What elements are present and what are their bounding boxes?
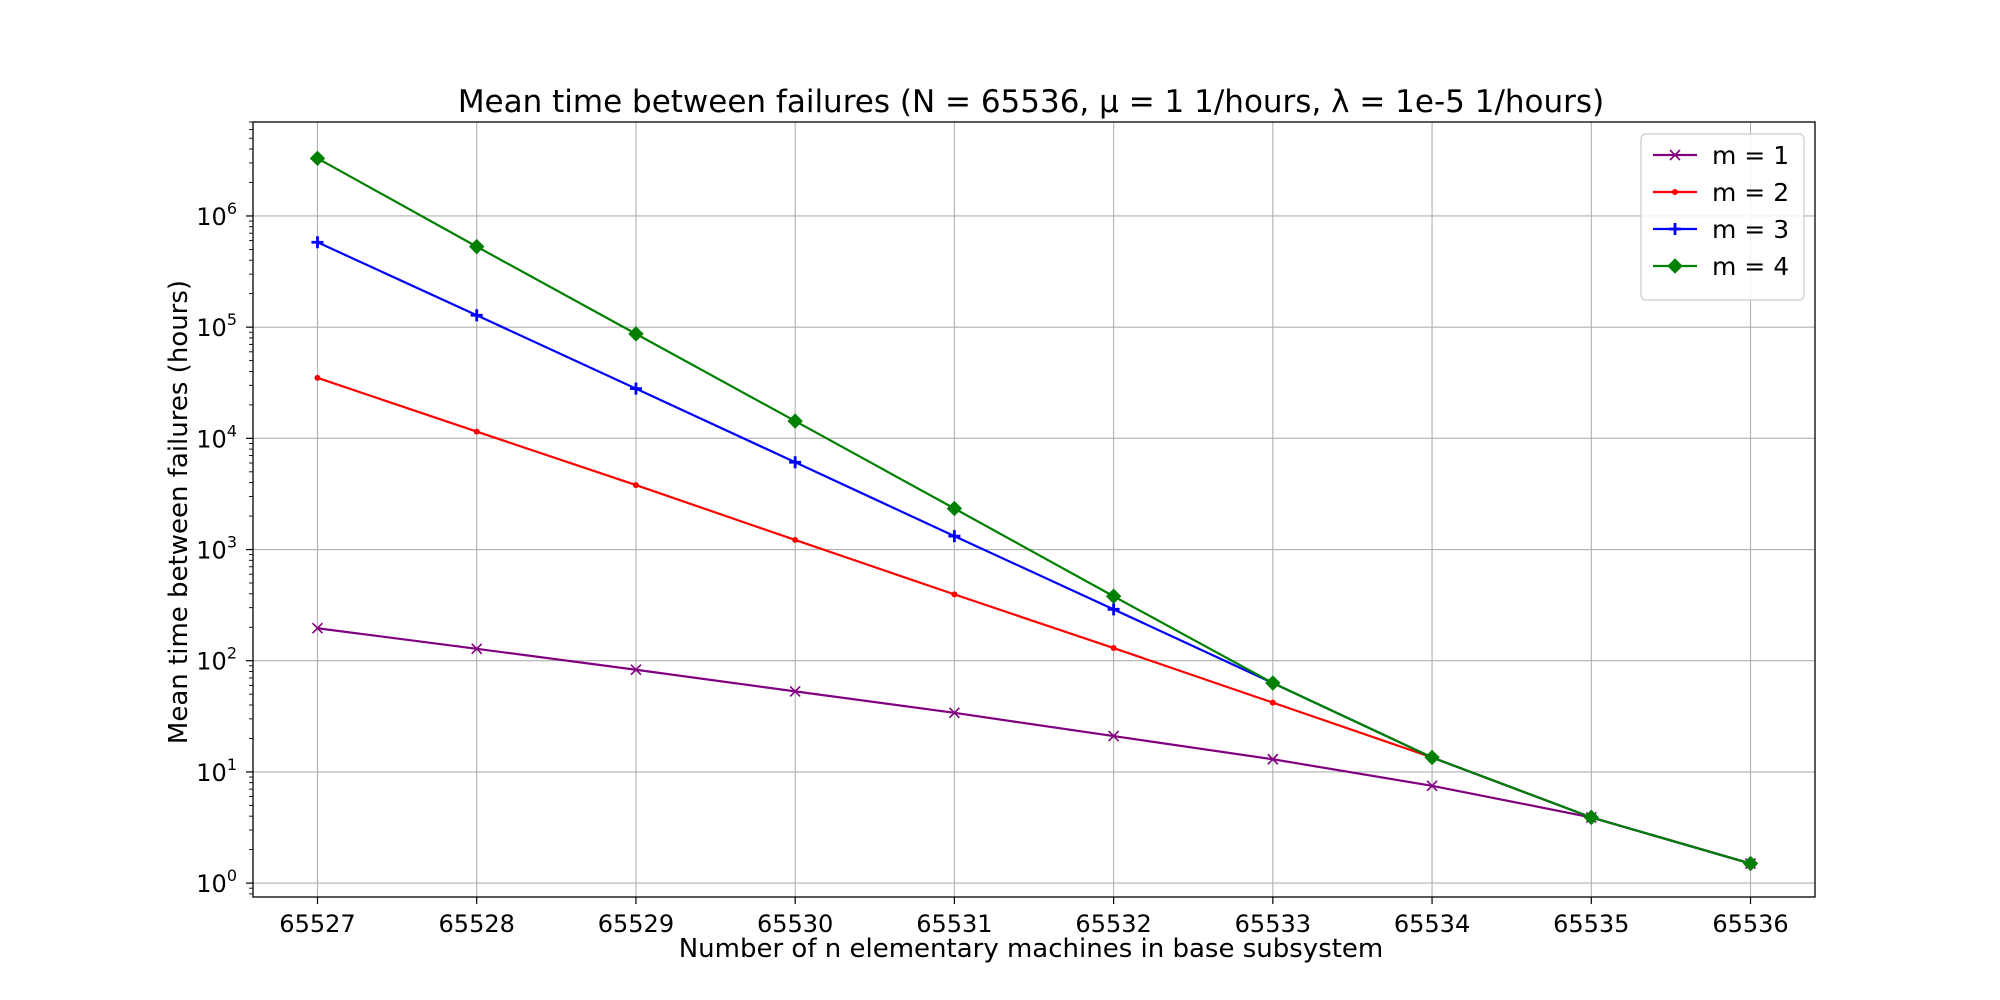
x-tick-label: 65531 — [916, 910, 992, 938]
minor-ticks — [249, 121, 253, 895]
x-tick-label: 65536 — [1712, 910, 1788, 938]
data-point — [311, 236, 324, 249]
series-layer — [309, 150, 1759, 872]
data-point — [469, 238, 485, 255]
x-tick-label: 65530 — [757, 910, 833, 938]
x-tick-label: 65532 — [1075, 910, 1151, 938]
legend-item: m = 3 — [1653, 215, 1789, 244]
data-point — [1742, 855, 1759, 872]
legend-marker — [1672, 189, 1678, 195]
data-point — [628, 326, 644, 342]
y-tick-label: 103 — [196, 533, 237, 565]
legend-label: m = 1 — [1712, 141, 1789, 170]
legend-label: m = 2 — [1712, 178, 1789, 207]
x-tick-label: 65535 — [1553, 910, 1629, 938]
y-tick-label: 106 — [196, 199, 237, 231]
legend-marker — [1669, 223, 1681, 235]
x-axis: 65527 65528 65529 65530 65531 65532 65533 65534… — [279, 897, 1789, 938]
x-axis-title: Number of n elementary machines in base … — [679, 934, 1384, 964]
data-point — [314, 374, 321, 381]
data-point — [789, 685, 801, 697]
y-axis: 100 101 102 103 104 105 106 — [196, 199, 253, 898]
data-point — [1424, 749, 1440, 766]
series-1 — [311, 622, 1757, 870]
data-point — [951, 591, 958, 598]
x-tick-label: 65529 — [598, 910, 674, 938]
data-point — [632, 482, 639, 489]
data-point — [630, 664, 642, 676]
legend-label: m = 4 — [1712, 252, 1789, 281]
x-tick-label: 65528 — [439, 910, 515, 938]
data-point — [789, 456, 802, 469]
data-point — [1108, 730, 1120, 742]
legend-marker — [1667, 258, 1683, 274]
legend-marker — [1669, 149, 1681, 161]
data-point — [1269, 699, 1276, 706]
data-point — [1265, 675, 1281, 691]
data-point — [787, 413, 803, 429]
legend-item: m = 1 — [1653, 141, 1789, 170]
data-point — [629, 382, 642, 395]
legend-label: m = 3 — [1712, 215, 1789, 244]
series-2 — [314, 374, 1754, 867]
data-point — [1583, 809, 1599, 826]
data-point — [471, 643, 483, 655]
data-point — [309, 150, 326, 167]
data-point — [792, 536, 799, 543]
legend: m = 1 m = 2 m = 3 m = 4 — [1640, 133, 1805, 301]
x-tick-label: 65533 — [1235, 910, 1311, 938]
data-point — [1267, 753, 1279, 765]
grid — [253, 122, 1815, 897]
x-tick-label: 65527 — [279, 910, 355, 938]
chart-title: Mean time between failures (N = 65536, μ… — [458, 84, 1604, 120]
data-point — [1110, 645, 1117, 652]
y-tick-label: 101 — [196, 755, 237, 787]
y-tick-label: 102 — [196, 644, 237, 676]
data-point — [311, 622, 324, 634]
data-point — [948, 530, 961, 543]
y-tick-label: 100 — [196, 866, 237, 898]
series-4 — [309, 150, 1759, 872]
series-line — [317, 627, 1751, 865]
y-tick-label: 105 — [196, 310, 237, 342]
data-point — [1107, 603, 1120, 616]
data-point — [946, 500, 963, 517]
data-point — [1426, 780, 1438, 792]
data-point — [948, 707, 960, 719]
legend-item: m = 2 — [1653, 178, 1789, 207]
plot-area-frame — [252, 121, 1816, 898]
y-tick-label: 104 — [196, 421, 237, 453]
legend-item: m = 4 — [1653, 252, 1789, 281]
y-axis-title: Mean time between failures (hours) — [164, 280, 194, 744]
data-point — [470, 309, 483, 322]
data-point — [473, 428, 480, 435]
series-line — [317, 376, 1751, 865]
data-point — [1105, 588, 1122, 604]
series-line — [316, 157, 1751, 865]
x-tick-label: 65534 — [1394, 910, 1470, 938]
legend-box — [1640, 133, 1805, 301]
